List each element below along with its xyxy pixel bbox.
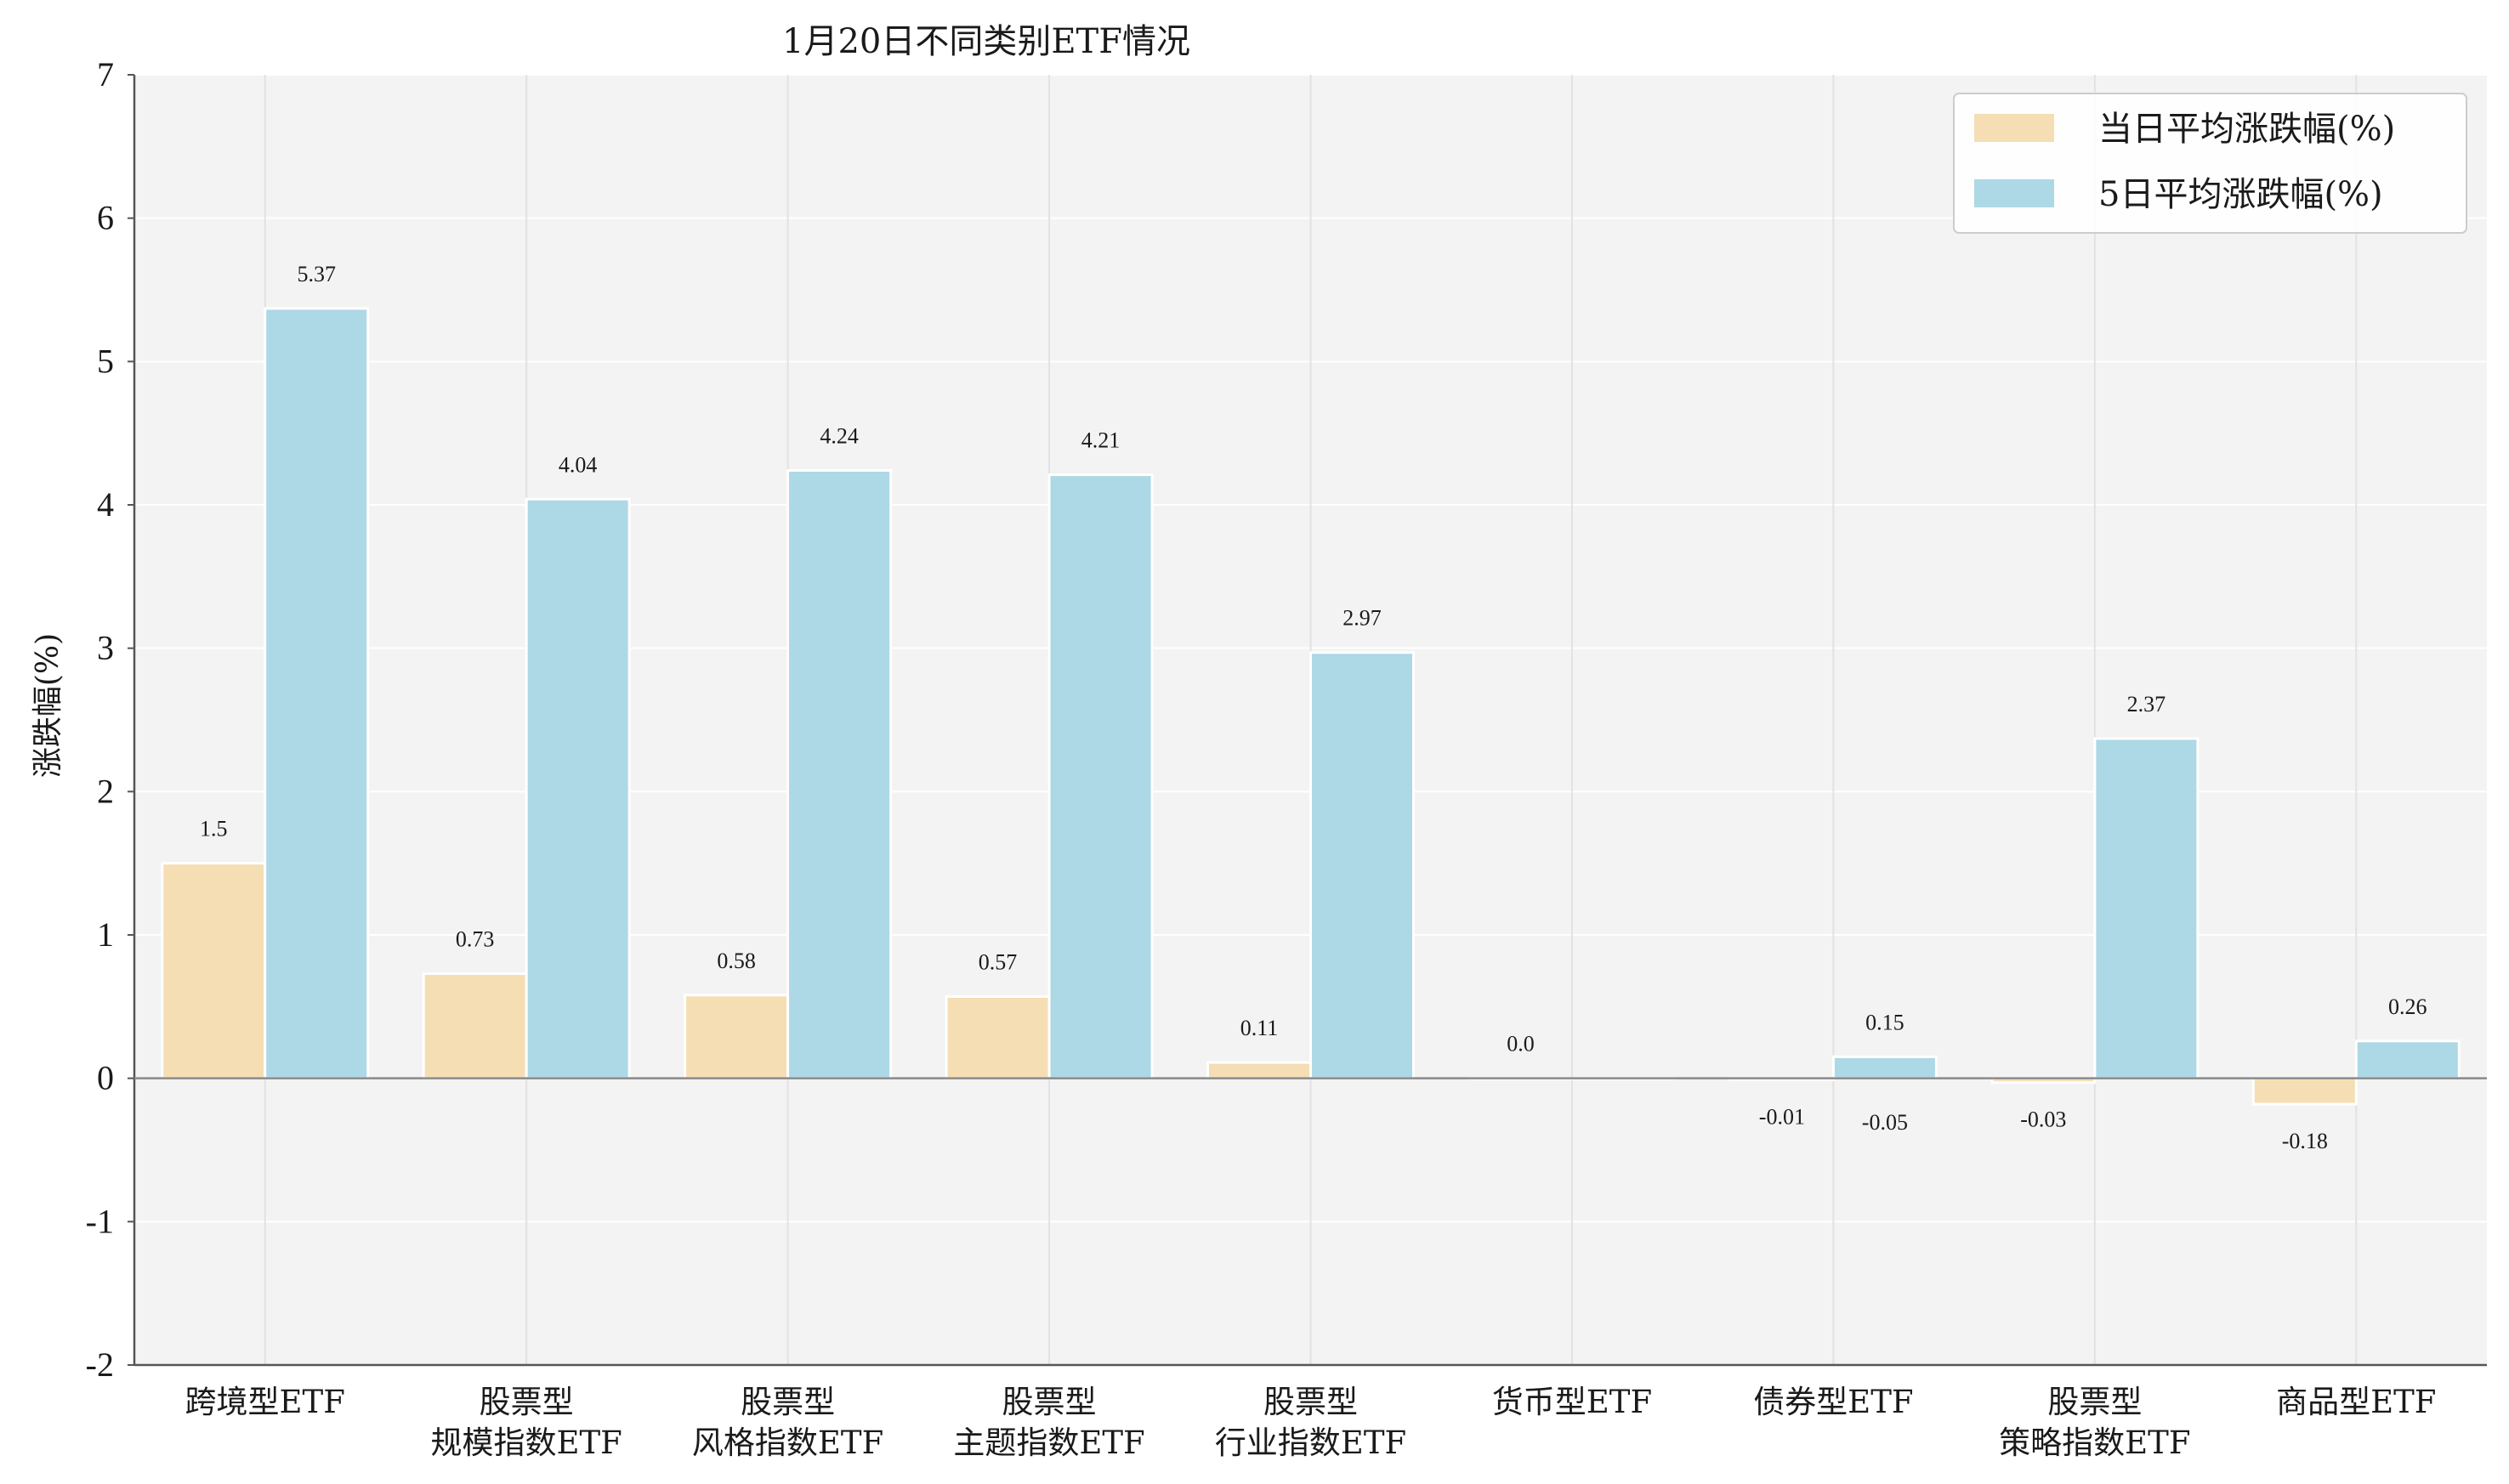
- data-label: 2.37: [2127, 692, 2166, 717]
- data-label: 0.58: [717, 949, 756, 973]
- bar: [422, 972, 528, 1080]
- y-tick-label: 2: [97, 772, 114, 810]
- data-label: 0.26: [2388, 994, 2427, 1019]
- bar: [525, 497, 631, 1080]
- bar: [2354, 1039, 2461, 1080]
- legend: 当日平均涨跌幅(%) 5日平均涨跌幅(%): [1953, 93, 2467, 234]
- bar: [1206, 1061, 1312, 1080]
- x-tick-label: 跨境型ETF: [185, 1384, 345, 1420]
- y-tick-label: -1: [86, 1202, 114, 1240]
- bar: [1309, 651, 1415, 1080]
- bar: [264, 307, 370, 1080]
- y-tick-label: 4: [97, 485, 114, 524]
- data-labels: 1.5 0.73 0.58 0.57 0.11 0.0 -0.01 -0.03 -0.18 5.3…: [200, 262, 2427, 1153]
- legend-label: 当日平均涨跌幅(%): [2098, 110, 2395, 149]
- x-tick-label: 股票型: [1263, 1384, 1358, 1420]
- bar: [1831, 1055, 1938, 1080]
- data-label: -0.18: [2282, 1129, 2328, 1153]
- data-label: 0.11: [1240, 1016, 1279, 1040]
- x-tick-label: 策略指数ETF: [1999, 1425, 2190, 1461]
- data-label: 0.57: [979, 950, 1018, 975]
- data-label: 4.21: [1081, 428, 1121, 453]
- data-label: 0.15: [1865, 1010, 1904, 1034]
- x-tick-label: 股票型: [741, 1384, 835, 1420]
- x-tick-label: 货币型ETF: [1492, 1384, 1652, 1420]
- x-tick-label: 主题指数ETF: [953, 1425, 1144, 1461]
- data-label: 4.24: [820, 424, 859, 449]
- data-label: 4.04: [559, 452, 598, 477]
- data-label: 0.73: [456, 927, 495, 952]
- bar: [945, 995, 1051, 1080]
- x-tick-label: 商品型ETF: [2276, 1384, 2436, 1420]
- x-tick-label: 债券型ETF: [1753, 1384, 1913, 1420]
- x-tick-label: 风格指数ETF: [692, 1425, 883, 1461]
- x-tick-label: 股票型: [2047, 1384, 2142, 1420]
- x-tick-label: 股票型: [480, 1384, 574, 1420]
- bars: [161, 307, 2461, 1106]
- data-label: 5.37: [297, 262, 336, 286]
- bar: [2093, 737, 2200, 1080]
- bar: [1047, 473, 1154, 1080]
- data-label: -0.01: [1759, 1104, 1805, 1129]
- legend-swatch: [1974, 179, 2054, 207]
- data-label: 0.0: [1507, 1032, 1535, 1056]
- y-tick-label: 6: [97, 199, 114, 237]
- y-ticks: -2 -1 0 1 2 3 4 5 6 7: [86, 55, 134, 1384]
- legend-label: 5日平均涨跌幅(%): [2098, 175, 2383, 214]
- y-axis-label: 涨跌幅(%): [31, 633, 65, 778]
- bar: [161, 862, 267, 1080]
- x-tick-label: 规模指数ETF: [430, 1425, 622, 1461]
- bar: [786, 469, 893, 1080]
- data-label: -0.03: [2020, 1107, 2066, 1132]
- data-label: 2.97: [1342, 606, 1382, 631]
- y-tick-label: 7: [97, 55, 114, 93]
- chart-title: 1月20日不同类别ETF情况: [782, 22, 1190, 61]
- axes: [133, 75, 2487, 1367]
- legend-box: [1953, 93, 2467, 234]
- legend-swatch: [1974, 114, 2054, 142]
- y-tick-label: 0: [97, 1059, 114, 1097]
- data-label: 1.5: [200, 817, 228, 841]
- bar: [2251, 1077, 2358, 1106]
- x-tick-label: 股票型: [1002, 1384, 1097, 1420]
- y-tick-label: 3: [97, 629, 114, 667]
- data-label: -0.05: [1862, 1110, 1908, 1135]
- y-tick-label: 5: [97, 342, 114, 380]
- y-tick-label: 1: [97, 915, 114, 954]
- bar: [684, 994, 790, 1080]
- x-tick-label: 行业指数ETF: [1215, 1425, 1406, 1461]
- y-tick-label: -2: [86, 1345, 114, 1384]
